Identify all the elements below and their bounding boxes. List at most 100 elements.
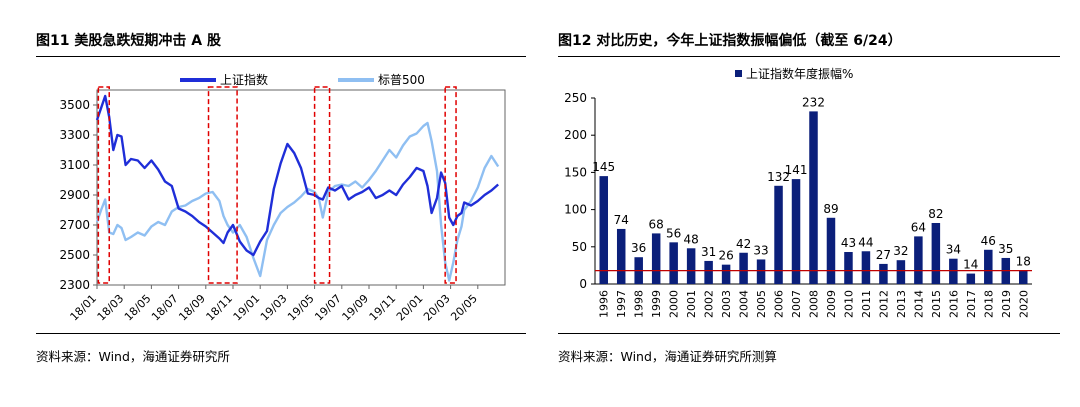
legend-label-shanghai: 上证指数 (220, 72, 268, 87)
bar-category-label: 2011 (860, 290, 873, 318)
bar-2006 (774, 185, 783, 284)
bar-category-label: 2005 (755, 290, 768, 318)
bar-category-label: 1998 (633, 290, 646, 318)
bar-2014 (914, 236, 923, 284)
bar-value-label: 132 (767, 170, 790, 184)
bar-legend-label: 上证指数年度振幅% (746, 66, 853, 81)
highlight-box (444, 86, 457, 284)
x-tick-label: 18/01 (68, 292, 100, 324)
bar-2011 (861, 251, 871, 284)
bar-value-label: 36 (631, 241, 646, 255)
bar-category-label: 2012 (877, 290, 890, 318)
bar-category-label: 2019 (1000, 290, 1013, 318)
bar-2000 (669, 242, 678, 284)
bar-2007 (791, 179, 801, 284)
bar-2001 (686, 248, 696, 284)
x-tick-label: 19/07 (312, 292, 344, 324)
bar-y-tick-label: 100 (564, 203, 587, 217)
bar-value-label: 27 (876, 248, 891, 262)
bar-category-label: 2006 (773, 290, 786, 318)
bar-value-label: 44 (858, 235, 873, 249)
bar-2013 (896, 260, 906, 284)
bar-y-tick-label: 150 (564, 165, 587, 179)
x-tick-label: 19/09 (340, 292, 372, 324)
bar-value-label: 48 (683, 232, 698, 246)
bar-category-label: 2000 (668, 290, 681, 318)
bar-legend-swatch (735, 70, 742, 77)
shanghai-index-line (95, 94, 499, 257)
x-tick-label: 18/07 (149, 292, 181, 324)
bar-value-label: 141 (785, 163, 808, 177)
bar-2003 (721, 264, 731, 284)
bar-category-label: 2018 (982, 290, 995, 318)
x-tick-label: 18/05 (122, 292, 154, 324)
sp500-line (95, 121, 500, 282)
bar-y-tick-label: 50 (572, 240, 587, 254)
bar-category-label: 2007 (790, 290, 803, 318)
bar-value-label: 56 (666, 226, 681, 240)
bar-category-label: 2003 (720, 290, 733, 318)
bar-value-label: 74 (614, 213, 629, 227)
left-figure-title: 图11 美股急跌短期冲击 A 股 (36, 33, 221, 49)
right-source-note: 资料来源：Wind，海通证券研究所测算 (558, 349, 777, 364)
x-tick-label: 20/01 (394, 292, 426, 324)
highlight-box (313, 86, 331, 284)
right-source-rule (558, 333, 1060, 334)
highlight-box (207, 86, 238, 284)
bar-value-label: 145 (592, 160, 615, 174)
bar-2009 (826, 217, 836, 284)
bar-category-label: 2017 (965, 290, 978, 318)
bar-2012 (879, 263, 888, 284)
bar-value-label: 26 (718, 249, 733, 263)
line-chart: 230025002700290031003300350018/0118/0318… (59, 72, 506, 324)
bar-value-label: 33 (753, 243, 768, 257)
left-source-note: 资料来源：Wind，海通证券研究所 (36, 349, 230, 364)
y-tick-label: 2500 (59, 248, 90, 262)
bar-value-label: 43 (841, 236, 856, 250)
bar-1997 (616, 228, 626, 284)
left-title-rule (36, 56, 526, 57)
bar-category-label: 2014 (912, 290, 925, 318)
bar-category-label: 2008 (808, 290, 821, 318)
line-plot-frame (96, 89, 506, 286)
x-tick-label: 19/03 (258, 292, 290, 324)
bar-value-label: 89 (823, 202, 838, 216)
x-tick-label: 19/11 (367, 292, 399, 324)
y-tick-label: 2700 (59, 218, 90, 232)
bar-category-label: 2004 (738, 290, 751, 318)
x-tick-label: 18/03 (95, 292, 127, 324)
legend-label-sp500: 标普500 (378, 73, 425, 87)
bar-category-label: 1999 (650, 290, 663, 318)
bar-value-label: 14 (963, 258, 978, 272)
x-tick-label: 19/05 (285, 292, 317, 324)
bar-category-label: 1996 (598, 290, 611, 318)
bar-category-label: 2020 (1017, 290, 1030, 318)
bar-value-label: 82 (928, 207, 943, 221)
bar-y-tick-label: 250 (564, 91, 587, 105)
bar-2015 (931, 222, 941, 284)
y-tick-label: 2900 (59, 188, 90, 202)
bar-category-label: 2009 (825, 290, 838, 318)
bar-1996 (599, 176, 608, 284)
bar-value-label: 31 (701, 245, 716, 259)
bar-value-label: 232 (802, 95, 825, 109)
bar-value-label: 35 (998, 242, 1013, 256)
bar-value-label: 46 (981, 234, 996, 248)
bar-category-label: 2002 (703, 290, 716, 318)
right-figure-panel: 图12 对比历史，今年上证指数振幅偏低（截至 6/24） 0 50 100 150 20… (540, 0, 1080, 407)
x-tick-label: 20/03 (421, 292, 453, 324)
bar-value-label: 64 (911, 220, 926, 234)
bar-value-label: 42 (736, 237, 751, 251)
right-title-rule (558, 56, 1060, 57)
bar-y-tick-label: 200 (564, 128, 587, 142)
bar-value-label: 34 (946, 243, 961, 257)
bar-value-label: 32 (893, 244, 908, 258)
y-tick-label: 3100 (59, 158, 90, 172)
bar-value-label: 68 (649, 217, 664, 231)
bar-y-tick-label: 0 (579, 277, 587, 291)
bar-2004 (739, 252, 748, 284)
bar-2020 (1019, 270, 1028, 284)
y-tick-label: 3500 (59, 98, 90, 112)
bar-category-label: 1997 (615, 290, 628, 318)
highlight-box (97, 86, 110, 284)
